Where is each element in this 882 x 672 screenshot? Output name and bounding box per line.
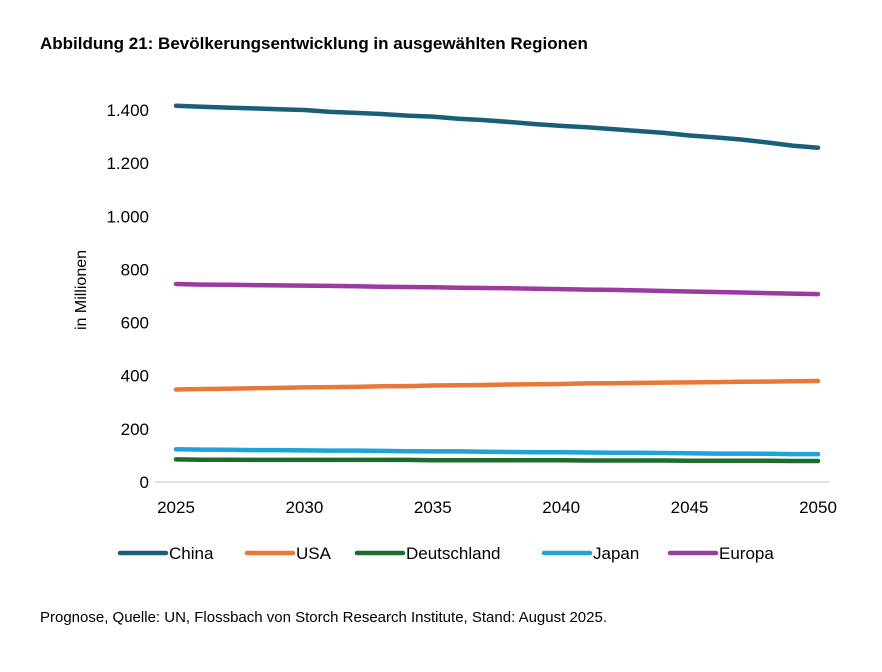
y-tick-label: 1.400 xyxy=(106,101,149,120)
y-tick-label: 800 xyxy=(121,260,149,279)
x-tick-labels: 2025 2030 2035 2040 2045 2050 xyxy=(157,498,837,517)
x-tick-label: 2050 xyxy=(799,498,837,517)
plot-lines xyxy=(173,103,821,464)
x-tick-label: 2040 xyxy=(542,498,580,517)
legend-label-europa: Europa xyxy=(719,544,774,563)
x-tick-label: 2030 xyxy=(285,498,323,517)
x-tick-label: 2045 xyxy=(671,498,709,517)
chart-title: Abbildung 21: Bevölkerungsentwicklung in… xyxy=(40,34,588,53)
y-tick-label: 0 xyxy=(140,473,149,492)
legend-label-usa: USA xyxy=(296,544,332,563)
y-tick-labels: 0 200 400 600 800 1.000 1.200 1.400 xyxy=(106,101,149,492)
y-tick-label: 200 xyxy=(121,420,149,439)
x-tick-label: 2035 xyxy=(414,498,452,517)
source-note: Prognose, Quelle: UN, Flossbach von Stor… xyxy=(40,609,607,626)
series-line-europa xyxy=(173,281,821,297)
legend-label-japan: Japan xyxy=(593,544,639,563)
series-line-deutschland xyxy=(173,457,821,464)
legend: China USA Deutschland Japan Europa xyxy=(117,544,774,563)
legend-label-china: China xyxy=(169,544,214,563)
y-tick-label: 1.000 xyxy=(106,207,149,226)
legend-label-deutschland: Deutschland xyxy=(406,544,501,563)
x-tick-label: 2025 xyxy=(157,498,195,517)
y-tick-label: 1.200 xyxy=(106,154,149,173)
series-line-usa xyxy=(173,378,821,392)
y-tick-label: 400 xyxy=(121,367,149,386)
y-tick-label: 600 xyxy=(121,314,149,333)
series-line-japan xyxy=(173,447,821,457)
series-line-china xyxy=(173,103,821,150)
